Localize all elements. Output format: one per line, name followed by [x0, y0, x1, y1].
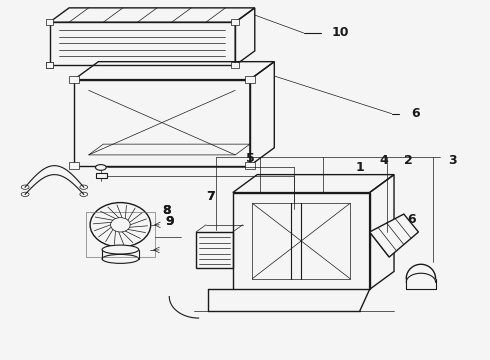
Text: 2: 2 [404, 154, 413, 167]
Bar [233, 193, 369, 289]
Polygon shape [369, 214, 418, 257]
Ellipse shape [21, 185, 29, 189]
Text: 4: 4 [380, 154, 389, 167]
Text: 7: 7 [206, 190, 215, 203]
Bar [86, 212, 155, 257]
Text: 1: 1 [355, 161, 364, 174]
Text: 7: 7 [206, 190, 215, 203]
Text: 6: 6 [407, 213, 416, 226]
Bar [196, 232, 233, 268]
Ellipse shape [21, 192, 29, 197]
Text: 8: 8 [163, 204, 171, 217]
Ellipse shape [80, 185, 88, 189]
Text: 9: 9 [165, 215, 173, 228]
Text: 10: 10 [332, 27, 349, 40]
Bar [69, 162, 79, 169]
Text: 9: 9 [165, 215, 173, 228]
Bar [245, 162, 255, 169]
Text: 6: 6 [412, 107, 420, 120]
Bar [46, 19, 53, 25]
Bar [231, 62, 239, 68]
Ellipse shape [102, 255, 139, 264]
Text: 3: 3 [448, 154, 457, 167]
Text: 5: 5 [245, 152, 254, 165]
Bar [49, 22, 235, 65]
Ellipse shape [102, 245, 139, 254]
Bar [96, 173, 107, 178]
Bar [245, 76, 255, 83]
Bar [46, 62, 53, 68]
Ellipse shape [96, 165, 106, 170]
Ellipse shape [80, 192, 88, 197]
Text: 8: 8 [163, 204, 171, 217]
Bar [46, 62, 53, 68]
Bar [69, 76, 79, 83]
Bar [231, 19, 239, 25]
Bar [74, 80, 250, 166]
